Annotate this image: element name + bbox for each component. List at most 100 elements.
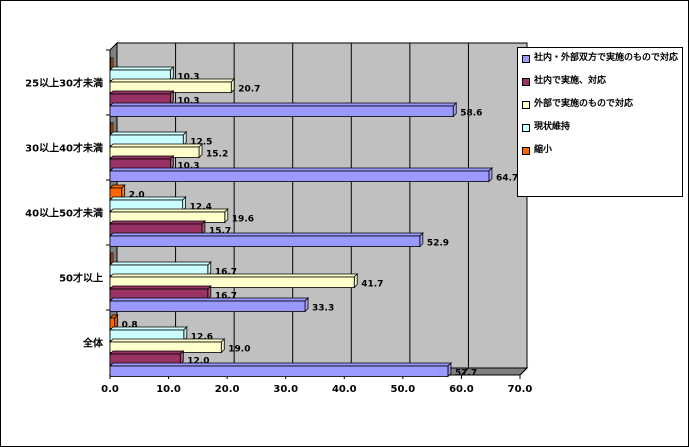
bar-top-face [109, 261, 212, 266]
bar-side-face [121, 184, 126, 200]
data-label: 57.7 [455, 369, 477, 379]
bar-top-face [109, 167, 493, 172]
x-tick-label: 10.0 [156, 384, 181, 395]
bar-side-face [304, 297, 309, 313]
legend-item: 縮小 [522, 144, 678, 156]
bar-side-face [198, 143, 203, 159]
legend-swatch [522, 147, 530, 155]
bar [109, 365, 449, 377]
bar-side-face [220, 338, 225, 354]
data-label: 12.6 [191, 333, 213, 343]
data-label: 58.6 [460, 109, 482, 119]
data-label: 12.5 [190, 138, 212, 148]
bar-side-face [230, 78, 235, 94]
x-tick-label: 0.0 [101, 384, 119, 395]
bar-top-face [109, 285, 212, 290]
legend-swatch [522, 78, 530, 86]
bar [109, 170, 490, 182]
bar-top-face [109, 208, 229, 213]
data-label: 19.0 [228, 345, 250, 355]
bar-side-face [183, 326, 188, 342]
legend-label: 外部で実施のもので対応 [534, 99, 634, 109]
data-label: 10.3 [177, 97, 199, 107]
bar-side-face [114, 314, 119, 330]
bar-side-face [224, 208, 229, 224]
data-label: 0.8 [122, 321, 138, 331]
bar-side-face [169, 155, 174, 171]
category-label: 30以上40才未満 [25, 142, 103, 155]
data-label: 15.7 [209, 227, 231, 237]
bar-top-face [109, 338, 226, 343]
data-label: 16.7 [215, 268, 237, 278]
bar-top-face [109, 66, 175, 71]
bar [109, 105, 454, 117]
data-label: 33.3 [312, 304, 334, 314]
legend-label: 現状維持 [534, 122, 571, 132]
data-label: 20.7 [238, 85, 260, 95]
legend-label: 社内で実施、対応 [534, 76, 607, 86]
bar-top-face [109, 102, 458, 107]
data-label: 2.0 [129, 191, 145, 201]
bar-top-face [109, 326, 188, 331]
legend-swatch [522, 101, 530, 109]
legend-swatch [522, 55, 530, 63]
category-label: 25以上30才未満 [25, 77, 103, 90]
category-label: 40以上50才未満 [25, 207, 103, 220]
data-label: 15.2 [206, 150, 228, 160]
legend-item: 現状維持 [522, 121, 678, 133]
legend: 社内・外部双方で実施のもので対応 社内で実施、対応外部で実施のもので対応 現状維持縮… [517, 47, 683, 197]
bar-top-face [109, 350, 185, 355]
bar-side-face [182, 196, 187, 212]
bar [109, 300, 306, 312]
data-label: 52.9 [427, 239, 449, 249]
bar-side-face [169, 66, 174, 82]
bar-top-face [109, 297, 310, 302]
bar [109, 276, 355, 288]
category-label: 全体 [82, 337, 104, 350]
legend-label: 社内・外部双方で実施のもので対応 [534, 53, 679, 63]
category-label: 50才以上 [59, 272, 103, 285]
data-label: 12.0 [187, 357, 209, 367]
bar-side-face [452, 102, 457, 118]
bar-side-face [179, 350, 184, 366]
legend-label: 縮小 [534, 145, 553, 155]
bar-top-face [109, 90, 175, 95]
bar-top-face [109, 155, 175, 160]
legend-item: 社内・外部双方で実施のもので対応 [522, 52, 678, 64]
bar-top-face [109, 78, 236, 83]
bar-top-face [109, 273, 359, 278]
bar-top-face [109, 196, 187, 201]
legend-item: 外部で実施のもので対応 [522, 98, 678, 110]
x-tick-label: 30.0 [273, 384, 298, 395]
bar-side-face [419, 232, 424, 248]
legend-item: 社内で実施、対応 [522, 75, 678, 87]
bar-side-face [488, 167, 493, 183]
bar-top-face [109, 362, 452, 367]
data-label: 12.4 [190, 203, 212, 213]
bar-top-face [109, 131, 188, 136]
gridline-floor [461, 367, 469, 376]
x-tick-label: 60.0 [449, 384, 474, 395]
data-label: 64.7 [496, 174, 518, 184]
bar-side-face [207, 261, 212, 277]
bar-side-face [207, 285, 212, 301]
bar [109, 235, 421, 247]
data-label: 10.3 [177, 162, 199, 172]
data-label: 19.6 [232, 215, 254, 225]
bar-top-face [109, 143, 203, 148]
x-tick-label: 40.0 [332, 384, 357, 395]
legend-swatch [522, 124, 530, 132]
gridline-floor [519, 367, 528, 376]
data-label: 10.3 [177, 73, 199, 83]
bar-side-face [353, 273, 358, 289]
bar-side-face [182, 131, 187, 147]
x-tick-label: 20.0 [215, 384, 240, 395]
bar-side-face [201, 220, 206, 236]
data-label: 41.7 [361, 280, 383, 290]
bar-side-face [169, 90, 174, 106]
bar-top-face [109, 220, 206, 225]
x-tick-label: 50.0 [391, 384, 416, 395]
x-tick-label: 70.0 [508, 384, 533, 395]
